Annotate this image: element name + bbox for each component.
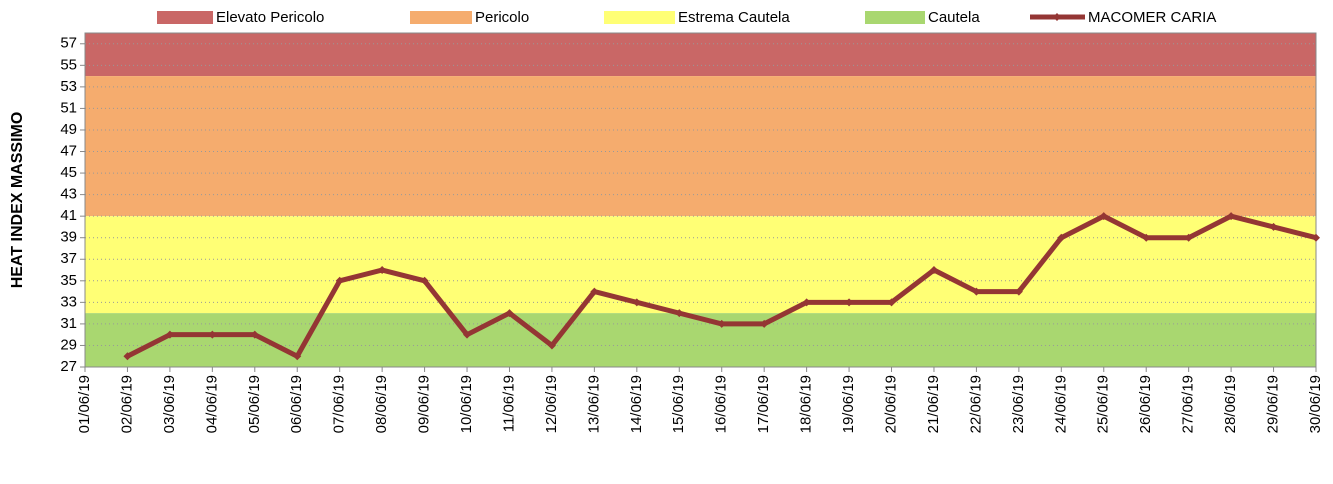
x-tick-label: 29/06/19: [1265, 375, 1282, 433]
legend-marker: [1053, 13, 1061, 21]
point: [887, 298, 896, 307]
x-tick-label: 02/06/19: [118, 375, 135, 433]
point: [1312, 233, 1320, 242]
legend-label: MACOMER CARIA: [1088, 9, 1216, 26]
y-tick-label: 51: [60, 99, 77, 116]
point: [590, 287, 599, 296]
point: [335, 276, 344, 285]
point: [463, 330, 472, 339]
point: [972, 287, 981, 296]
point: [505, 309, 514, 318]
y-tick-label: 29: [60, 336, 77, 353]
point: [1184, 233, 1193, 242]
x-tick-label: 07/06/19: [331, 375, 348, 433]
y-tick-label: 43: [60, 186, 77, 203]
x-tick-label: 16/06/19: [713, 375, 730, 433]
point: [760, 319, 769, 328]
point: [802, 298, 811, 307]
point: [929, 266, 938, 275]
x-tick-label: 09/06/19: [416, 375, 433, 433]
x-tick-label: 21/06/19: [925, 375, 942, 433]
point: [250, 330, 259, 339]
y-tick-label: 45: [60, 164, 77, 181]
point: [165, 330, 174, 339]
legend-swatch: [410, 11, 472, 24]
x-tick-label: 05/06/19: [246, 375, 263, 433]
y-tick-label: 57: [60, 35, 77, 52]
legend-label: Estrema Cautela: [678, 9, 790, 26]
x-tick-label: 27/06/19: [1180, 375, 1197, 433]
point: [1014, 287, 1023, 296]
point: [208, 330, 217, 339]
y-tick-label: 37: [60, 250, 77, 267]
legend-label: Elevato Pericolo: [216, 9, 324, 26]
x-tick-label: 18/06/19: [798, 375, 815, 433]
y-tick-label: 31: [60, 315, 77, 332]
legend-swatch: [157, 11, 213, 24]
point: [293, 352, 302, 361]
x-tick-label: 15/06/19: [670, 375, 687, 433]
x-tick-label: 10/06/19: [458, 375, 475, 433]
x-tick-label: 12/06/19: [543, 375, 560, 433]
point: [675, 309, 684, 318]
y-tick-label: 41: [60, 207, 77, 224]
y-tick-label: 33: [60, 293, 77, 310]
legend-label: Pericolo: [475, 9, 529, 26]
y-tick-label: 35: [60, 272, 77, 289]
legend-label: Cautela: [928, 9, 980, 26]
plot-border: [84, 32, 1317, 368]
y-tick-label: 39: [60, 229, 77, 246]
x-tick-label: 01/06/19: [76, 375, 93, 433]
point: [1269, 222, 1278, 231]
x-tick-label: 20/06/19: [882, 375, 899, 433]
point: [717, 319, 726, 328]
point: [1057, 233, 1066, 242]
x-tick-label: 30/06/19: [1307, 375, 1324, 433]
x-tick-label: 06/06/19: [288, 375, 305, 433]
x-tick-label: 24/06/19: [1052, 375, 1069, 433]
legend-swatch: [865, 11, 925, 24]
x-tick-label: 17/06/19: [755, 375, 772, 433]
x-tick-label: 13/06/19: [585, 375, 602, 433]
y-tick-label: 49: [60, 121, 77, 138]
x-tick-label: 22/06/19: [967, 375, 984, 433]
y-tick-label: 47: [60, 142, 77, 159]
point: [420, 276, 429, 285]
x-tick-label: 03/06/19: [161, 375, 178, 433]
x-tick-label: 14/06/19: [628, 375, 645, 433]
x-tick-label: 08/06/19: [373, 375, 390, 433]
point: [378, 266, 387, 275]
y-tick-label: 27: [60, 358, 77, 375]
x-tick-label: 28/06/19: [1222, 375, 1239, 433]
point: [1227, 212, 1236, 221]
point: [547, 341, 556, 350]
point: [1099, 212, 1108, 221]
x-tick-label: 23/06/19: [1010, 375, 1027, 433]
x-tick-label: 19/06/19: [840, 375, 857, 433]
band: [85, 313, 1316, 367]
y-tick-label: 55: [60, 56, 77, 73]
x-tick-label: 25/06/19: [1095, 375, 1112, 433]
point: [632, 298, 641, 307]
legend-swatch: [604, 11, 675, 24]
point: [845, 298, 854, 307]
band: [85, 76, 1316, 217]
point: [1142, 233, 1151, 242]
x-tick-label: 11/06/19: [500, 375, 517, 432]
y-axis-label: HEAT INDEX MASSIMO: [9, 112, 26, 289]
band: [85, 216, 1316, 314]
y-tick-label: 53: [60, 78, 77, 95]
x-tick-label: 04/06/19: [203, 375, 220, 433]
band: [85, 33, 1316, 77]
x-tick-label: 26/06/19: [1137, 375, 1154, 433]
point: [123, 352, 132, 361]
